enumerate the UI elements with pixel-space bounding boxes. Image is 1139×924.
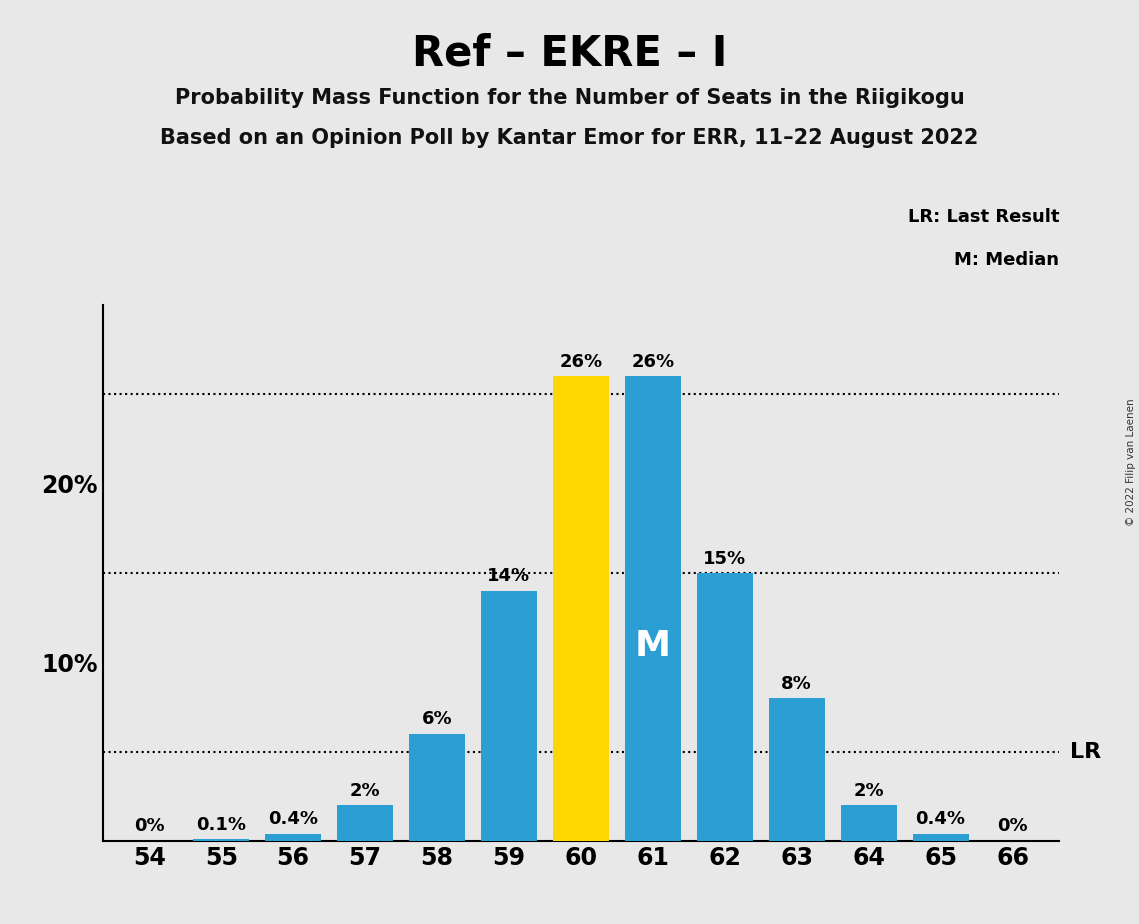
Bar — [337, 805, 393, 841]
Text: Probability Mass Function for the Number of Seats in the Riigikogu: Probability Mass Function for the Number… — [174, 88, 965, 108]
Bar — [194, 839, 249, 841]
Text: 0.4%: 0.4% — [268, 810, 318, 828]
Text: M: Median: M: Median — [954, 251, 1059, 269]
Text: 0%: 0% — [134, 818, 164, 835]
Bar — [912, 833, 968, 841]
Text: LR: Last Result: LR: Last Result — [908, 209, 1059, 226]
Text: 26%: 26% — [559, 353, 603, 371]
Bar — [625, 376, 681, 841]
Bar — [841, 805, 896, 841]
Text: M: M — [634, 628, 671, 663]
Text: Based on an Opinion Poll by Kantar Emor for ERR, 11–22 August 2022: Based on an Opinion Poll by Kantar Emor … — [161, 128, 978, 148]
Text: Ref – EKRE – I: Ref – EKRE – I — [412, 32, 727, 74]
Bar — [265, 833, 321, 841]
Text: 0%: 0% — [998, 818, 1027, 835]
Bar — [481, 590, 536, 841]
Text: 2%: 2% — [853, 782, 884, 800]
Text: 0.4%: 0.4% — [916, 810, 966, 828]
Text: 0.1%: 0.1% — [196, 816, 246, 833]
Text: © 2022 Filip van Laenen: © 2022 Filip van Laenen — [1126, 398, 1136, 526]
Text: 2%: 2% — [350, 782, 380, 800]
Bar — [552, 376, 609, 841]
Text: 6%: 6% — [421, 711, 452, 728]
Text: 26%: 26% — [631, 353, 674, 371]
Text: LR: LR — [1071, 742, 1101, 761]
Text: 14%: 14% — [487, 567, 531, 586]
Bar — [769, 698, 825, 841]
Bar — [697, 573, 753, 841]
Bar — [409, 734, 465, 841]
Text: 8%: 8% — [781, 675, 812, 693]
Text: 15%: 15% — [703, 550, 746, 567]
